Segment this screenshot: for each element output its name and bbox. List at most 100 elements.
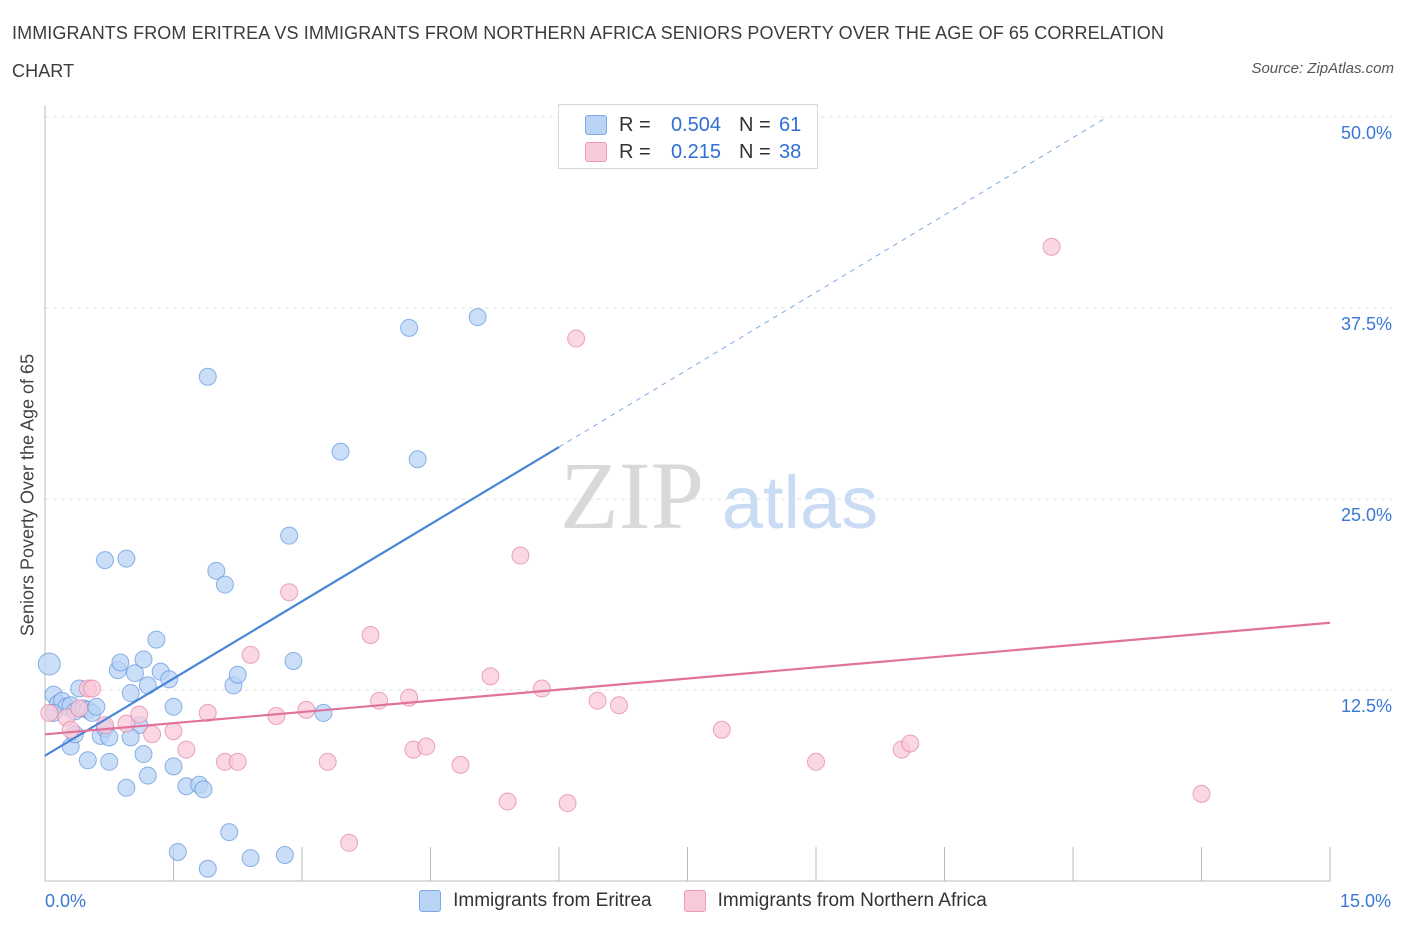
data-point	[207, 561, 226, 580]
data-point	[511, 546, 530, 565]
data-point	[70, 699, 89, 718]
series-legend-item-northern-africa: Immigrants from Northern Africa	[683, 890, 987, 912]
legend-n-value: 61	[779, 113, 802, 136]
data-point	[451, 755, 470, 774]
x-tick-label-min: 0.0%	[45, 891, 87, 911]
data-point	[134, 745, 153, 764]
data-point	[87, 697, 106, 716]
data-point	[117, 549, 136, 568]
data-point	[284, 651, 303, 670]
series-legend-item-eritrea: Immigrants from Eritrea	[419, 890, 652, 912]
y-axis-title: Seniors Poverty Over the Age of 65	[17, 353, 38, 637]
data-point	[228, 752, 247, 771]
data-point	[177, 740, 196, 759]
data-point	[567, 329, 586, 348]
data-point	[558, 794, 577, 813]
data-point	[807, 752, 825, 771]
data-point	[198, 859, 217, 878]
data-point	[588, 691, 607, 710]
legend-r-label: R =	[619, 113, 651, 136]
series-legend: Immigrants from Eritrea Immigrants from …	[0, 890, 1406, 912]
data-point	[712, 720, 731, 739]
y-tick-labels: 12.5% 25.0% 37.5% 50.0%	[1341, 123, 1392, 716]
data-point	[164, 697, 183, 716]
data-point	[331, 442, 350, 461]
x-tick-label-max: 15.0%	[1340, 891, 1392, 911]
y-tick-label: 50.0%	[1341, 123, 1392, 143]
data-point	[340, 833, 359, 852]
legend-n-label: N =	[739, 140, 771, 163]
data-point	[1192, 784, 1211, 803]
data-point	[1042, 237, 1061, 256]
data-point	[198, 367, 217, 386]
data-point	[241, 849, 260, 868]
data-point	[61, 720, 80, 739]
data-point	[78, 751, 97, 770]
y-tick-label: 25.0%	[1341, 505, 1392, 525]
data-point	[241, 645, 260, 664]
legend-r-label: R =	[619, 140, 651, 163]
data-point	[280, 583, 299, 602]
data-point	[168, 842, 187, 861]
data-point	[361, 625, 380, 644]
data-point	[215, 575, 234, 594]
legend-r-value: 0.504	[670, 113, 721, 136]
data-point	[143, 725, 162, 744]
trend-line-extension	[558, 116, 1108, 448]
legend-r-value: 0.215	[670, 140, 721, 163]
y-tick-label: 37.5%	[1341, 314, 1392, 334]
trend-line	[44, 446, 560, 757]
data-point	[134, 650, 153, 669]
data-point	[130, 705, 149, 724]
series-legend-swatch-eritrea	[419, 890, 442, 912]
legend-n-value: 38	[779, 140, 802, 163]
data-point	[901, 734, 920, 753]
data-point	[481, 667, 500, 686]
data-point	[198, 703, 217, 722]
data-point	[314, 703, 333, 722]
data-point	[111, 653, 130, 672]
data-point	[121, 684, 140, 703]
data-point	[267, 706, 286, 725]
data-point	[318, 752, 337, 771]
data-point	[297, 700, 316, 719]
data-point	[83, 679, 102, 698]
data-point	[40, 703, 59, 722]
axes	[44, 105, 1331, 882]
data-point	[228, 665, 247, 684]
trend-lines	[44, 116, 1331, 757]
source-label: Source: ZipAtlas.com	[1251, 60, 1394, 77]
data-point	[95, 551, 114, 570]
data-point	[194, 780, 213, 799]
data-point	[532, 679, 551, 698]
legend-row-eritrea: R = 0.504 N = 61	[585, 113, 801, 137]
data-points	[37, 237, 1211, 878]
watermark: ZIP atlas	[560, 442, 878, 549]
legend-swatch-northern-africa	[585, 142, 607, 162]
data-point	[275, 846, 294, 865]
legend-n-label: N =	[739, 113, 771, 136]
series-legend-swatch-northern-africa	[683, 890, 706, 912]
grid-lines	[45, 116, 1392, 691]
data-point	[147, 630, 166, 649]
legend-swatch-eritrea	[585, 115, 607, 135]
data-point	[280, 526, 299, 545]
series-legend-label-northern-africa: Immigrants from Northern Africa	[717, 890, 987, 911]
data-point	[164, 722, 183, 741]
data-point	[125, 664, 144, 683]
data-point	[400, 318, 419, 337]
legend-row-northern-africa: R = 0.215 N = 38	[585, 140, 801, 164]
watermark-atlas: atlas	[722, 461, 878, 544]
watermark-zip: ZIP	[560, 442, 704, 549]
data-point	[498, 792, 517, 811]
data-point	[220, 823, 239, 842]
series-legend-label-eritrea: Immigrants from Eritrea	[453, 890, 652, 911]
data-point	[138, 766, 157, 785]
data-point	[468, 308, 487, 327]
data-point	[408, 450, 427, 469]
correlation-legend: R = 0.504 N = 61 R = 0.215 N = 38	[558, 104, 818, 169]
data-point	[164, 757, 183, 776]
data-point	[609, 696, 628, 715]
data-point	[37, 652, 61, 676]
